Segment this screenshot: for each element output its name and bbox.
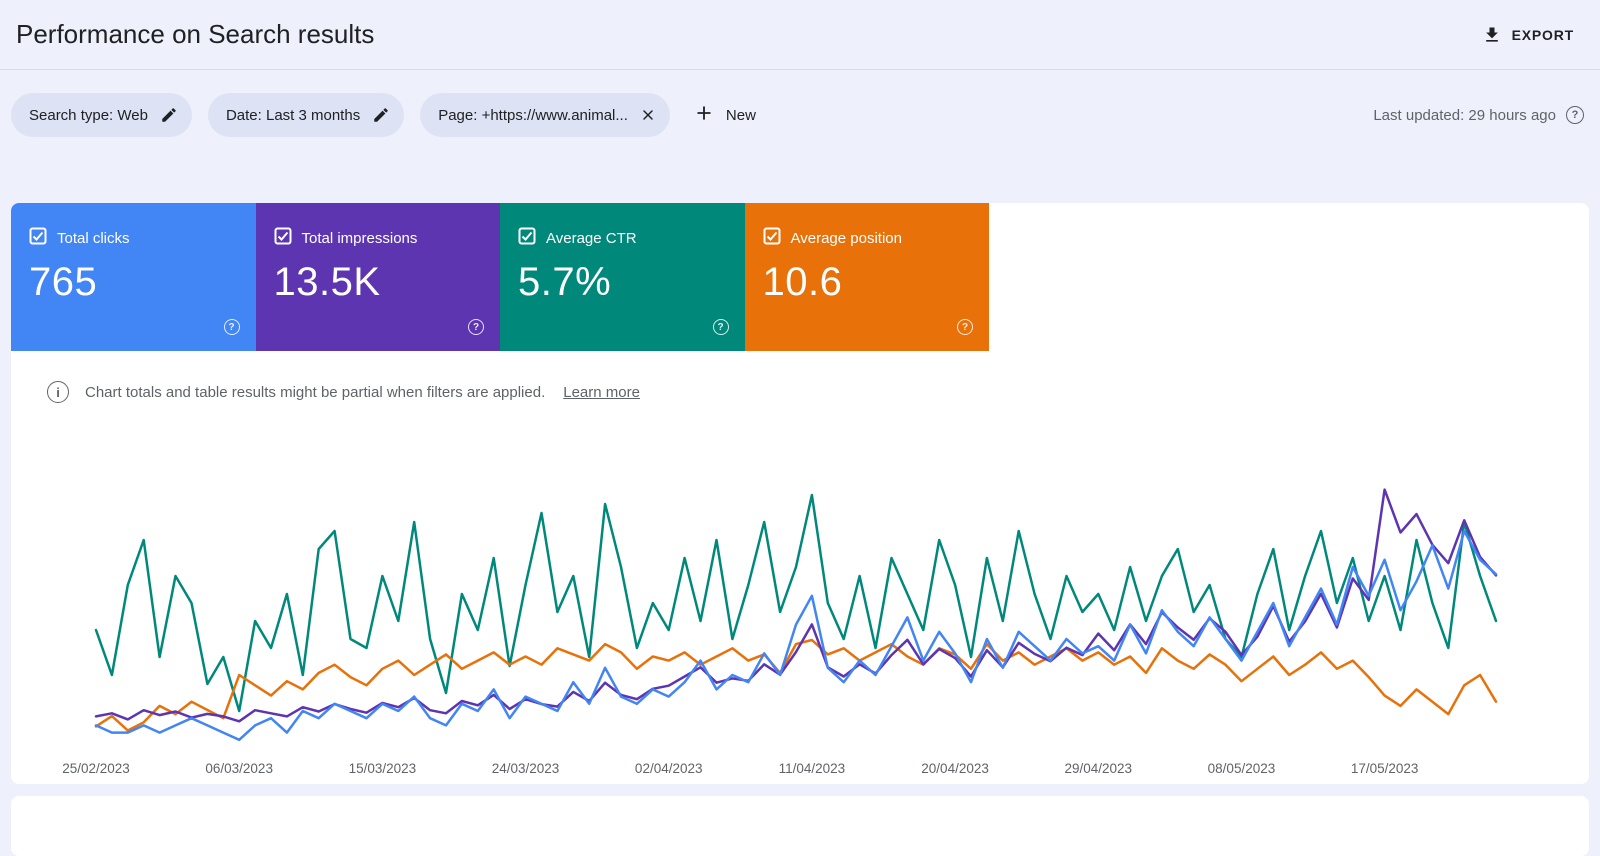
edit-icon[interactable] xyxy=(372,106,390,124)
metric-label: Average position xyxy=(790,230,902,247)
results-table-card xyxy=(11,796,1589,856)
x-axis-label: 29/04/2023 xyxy=(1064,761,1133,776)
info-icon xyxy=(47,381,69,403)
edit-icon[interactable] xyxy=(160,106,178,124)
x-axis-label: 17/05/2023 xyxy=(1350,761,1419,776)
metric-card-total-impressions[interactable]: Total impressions 13.5K xyxy=(255,203,500,351)
plus-icon xyxy=(694,103,714,127)
x-axis-label: 08/05/2023 xyxy=(1207,761,1276,776)
partial-data-banner: Chart totals and table results might be … xyxy=(47,381,1589,403)
help-icon[interactable] xyxy=(712,319,729,335)
chart-line-total-clicks xyxy=(94,529,1498,742)
last-updated-text: Last updated: 29 hours ago xyxy=(1373,106,1556,124)
export-label: EXPORT xyxy=(1511,26,1574,43)
checkbox-checked-icon[interactable] xyxy=(274,227,292,250)
filter-chip-page[interactable]: Page: +https://www.animal... xyxy=(420,93,670,137)
metric-label: Total clicks xyxy=(57,230,130,247)
performance-chart-card: Total clicks 765 Total impressions 13.5K… xyxy=(11,203,1589,784)
metric-label: Average CTR xyxy=(546,230,637,247)
last-updated: Last updated: 29 hours ago xyxy=(1373,106,1584,124)
filter-bar: Search type: Web Date: Last 3 months Pag… xyxy=(11,92,1584,138)
filter-chip-label: Page: +https://www.animal... xyxy=(438,106,628,124)
checkbox-checked-icon[interactable] xyxy=(29,227,47,250)
filter-chip-label: Date: Last 3 months xyxy=(225,106,361,124)
x-axis-label: 02/04/2023 xyxy=(634,761,703,776)
metric-value: 5.7% xyxy=(518,260,612,304)
x-axis-label: 20/04/2023 xyxy=(921,761,989,776)
filter-chip-date[interactable]: Date: Last 3 months xyxy=(207,93,405,137)
page-title: Performance on Search results xyxy=(16,19,375,49)
new-filter-label: New xyxy=(725,106,756,124)
x-axis-label: 24/03/2023 xyxy=(491,761,560,776)
chart-line-total-impressions xyxy=(94,488,1498,723)
help-icon[interactable] xyxy=(957,319,973,335)
page-header: Performance on Search results EXPORT xyxy=(0,0,1600,70)
filter-chip-search-type[interactable]: Search type: Web xyxy=(11,93,192,137)
checkbox-checked-icon[interactable] xyxy=(763,227,781,250)
help-icon[interactable] xyxy=(223,319,240,335)
banner-text: Chart totals and table results might be … xyxy=(85,383,546,401)
metric-card-average-ctr[interactable]: Average CTR 5.7% xyxy=(500,203,745,351)
metric-value: 10.6 xyxy=(762,260,843,304)
x-axis-label: 25/02/2023 xyxy=(62,761,130,776)
chart-line-average-position xyxy=(94,638,1498,732)
chart-canvas[interactable] xyxy=(94,451,1498,751)
help-icon[interactable] xyxy=(1566,106,1584,124)
metric-card-average-position[interactable]: Average position 10.6 xyxy=(744,203,989,351)
chart-line-average-ctr xyxy=(94,493,1498,713)
metric-label: Total impressions xyxy=(301,230,418,247)
export-button[interactable]: EXPORT xyxy=(1482,25,1574,45)
checkbox-checked-icon[interactable] xyxy=(518,227,536,250)
metric-cards: Total clicks 765 Total impressions 13.5K… xyxy=(11,203,1589,351)
download-icon xyxy=(1482,25,1502,45)
learn-more-link[interactable]: Learn more xyxy=(563,383,640,401)
x-axis-label: 11/04/2023 xyxy=(778,761,846,776)
performance-chart[interactable]: 25/02/2023 06/03/2023 15/03/2023 24/03/2023… xyxy=(62,451,1498,783)
x-axis: 25/02/2023 06/03/2023 15/03/2023 24/03/2023… xyxy=(62,761,1496,783)
close-icon[interactable] xyxy=(640,107,656,123)
metric-card-total-clicks[interactable]: Total clicks 765 xyxy=(11,203,256,351)
filter-chip-label: Search type: Web xyxy=(29,106,148,124)
new-filter-button[interactable]: New xyxy=(686,103,764,127)
metric-value: 13.5K xyxy=(273,260,381,304)
x-axis-label: 06/03/2023 xyxy=(205,761,273,776)
x-axis-label: 15/03/2023 xyxy=(348,761,417,776)
metric-value: 765 xyxy=(29,260,98,304)
help-icon[interactable] xyxy=(468,319,484,335)
